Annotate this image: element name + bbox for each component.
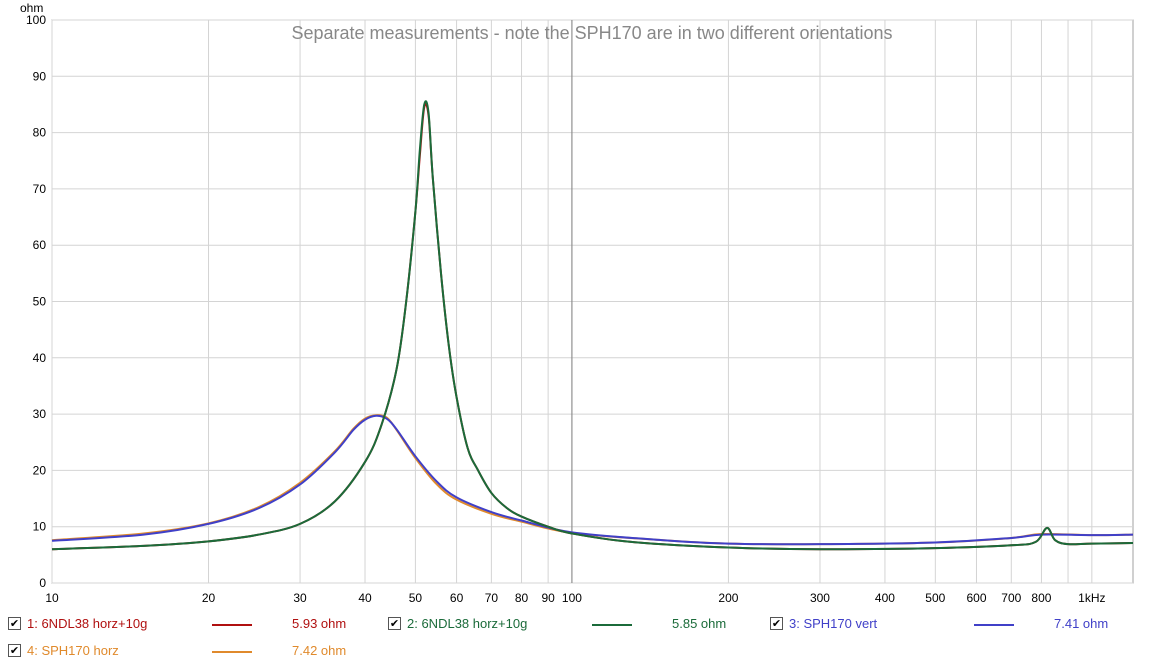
x-tick-label: 100 — [562, 591, 582, 605]
y-tick-label: 60 — [33, 238, 47, 252]
x-tick-label: 80 — [515, 591, 529, 605]
y-tick-label: 70 — [33, 182, 47, 196]
x-tick-label: 200 — [718, 591, 738, 605]
legend-checkbox-1[interactable]: ✔ — [8, 617, 21, 630]
x-tick-label: 700 — [1001, 591, 1021, 605]
legend-label-1: 1: 6NDL38 horz+10g — [27, 616, 148, 631]
legend-checkbox-3[interactable]: ✔ — [770, 617, 783, 630]
legend-value-2: 5.85 ohm — [672, 616, 727, 631]
x-tick-label: 50 — [409, 591, 423, 605]
series-line-3 — [51, 414, 1134, 546]
y-axis-label: ohm — [20, 1, 43, 15]
series-group — [51, 100, 1134, 551]
x-tick-label: 400 — [875, 591, 895, 605]
legend-swatch-4 — [212, 651, 252, 653]
x-tick-label: 500 — [925, 591, 945, 605]
legend-label-2: 2: 6NDL38 horz+10g — [407, 616, 528, 631]
legend-swatch-2 — [592, 624, 632, 626]
series-line-2 — [51, 100, 1134, 551]
x-tick-label: 40 — [358, 591, 372, 605]
y-tick-label: 10 — [33, 520, 47, 534]
legend-swatch-1 — [212, 624, 252, 626]
legend-value-4: 7.42 ohm — [292, 643, 347, 658]
y-tick-label: 20 — [33, 463, 47, 477]
y-tick-label: 90 — [33, 69, 47, 83]
x-tick-label: 800 — [1031, 591, 1051, 605]
x-tick-label: 10 — [45, 591, 59, 605]
legend-label-4: 4: SPH170 horz — [27, 643, 119, 658]
x-tick-label: 30 — [293, 591, 307, 605]
legend-label-3: 3: SPH170 vert — [789, 616, 878, 631]
y-tick-label: 80 — [33, 126, 47, 140]
legend: ✔ 1: 6NDL38 horz+10g 5.93 ohm ✔ 2: 6NDL3… — [0, 610, 1159, 666]
y-tick-label: 40 — [33, 351, 47, 365]
y-tick-label: 100 — [26, 13, 46, 27]
x-tick-label: 70 — [485, 591, 499, 605]
legend-value-1: 5.93 ohm — [292, 616, 347, 631]
x-tick-label: 90 — [541, 591, 555, 605]
x-tick-label: 60 — [450, 591, 464, 605]
legend-value-3: 7.41 ohm — [1054, 616, 1109, 631]
chart-title: Separate measurements - note the SPH170 … — [291, 23, 892, 43]
x-tick-label: 300 — [810, 591, 830, 605]
y-tick-label: 0 — [39, 576, 46, 590]
x-tick-label: 600 — [966, 591, 986, 605]
x-tick-label: 20 — [202, 591, 216, 605]
legend-swatch-3 — [974, 624, 1014, 626]
x-tick-label: 1kHz — [1078, 591, 1105, 605]
legend-checkbox-2[interactable]: ✔ — [388, 617, 401, 630]
legend-checkbox-4[interactable]: ✔ — [8, 644, 21, 657]
y-tick-label: 50 — [33, 295, 47, 309]
y-tick-label: 30 — [33, 407, 47, 421]
